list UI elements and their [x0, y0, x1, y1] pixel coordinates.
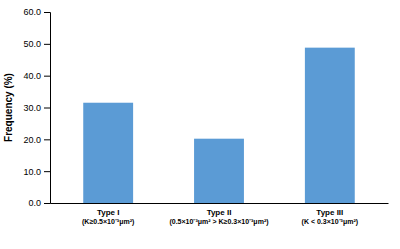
x-tick-label-line: Type III — [316, 208, 343, 217]
x-tick-label: Type II(0.5×10⁻³μm² > K≥0.3×10⁻³μm²) — [169, 208, 268, 226]
y-tick-label: 40.0 — [23, 71, 41, 81]
bar — [83, 103, 133, 203]
x-tick-label-line: Type II — [207, 208, 232, 217]
x-tick: Type I(K≥0.5×10⁻³μm²) — [82, 208, 134, 226]
y-tick-mark — [44, 76, 50, 77]
y-tick-label: 30.0 — [23, 103, 41, 113]
y-tick: 10.0 — [23, 167, 50, 177]
x-tick: Type II(0.5×10⁻³μm² > K≥0.3×10⁻³μm²) — [169, 208, 268, 226]
y-axis: 0.0 10.0 20.0 30.0 40.0 50.0 60.0 — [23, 7, 50, 208]
y-tick-label: 60.0 — [23, 7, 41, 17]
y-tick-mark — [44, 139, 50, 140]
y-tick-label: 50.0 — [23, 39, 41, 49]
x-tick-label-line: (K≥0.5×10⁻³μm²) — [82, 218, 134, 226]
y-tick-label: 10.0 — [23, 167, 41, 177]
bar — [305, 48, 355, 203]
y-tick-label: 20.0 — [23, 135, 41, 145]
y-tick: 60.0 — [23, 7, 50, 17]
plot: 0.0 10.0 20.0 30.0 40.0 50.0 60.0 Type I(K≥0.5×… — [23, 7, 388, 226]
y-axis-title: Frequency (%) — [3, 73, 14, 142]
x-tick-label-line: (K < 0.3×10⁻³μm²) — [302, 218, 358, 226]
y-tick: 50.0 — [23, 39, 50, 49]
y-tick: 40.0 — [23, 71, 50, 81]
y-tick-mark — [44, 12, 50, 13]
y-axis-line — [44, 13, 51, 204]
bar — [194, 139, 244, 203]
y-tick-mark — [44, 171, 50, 172]
x-tick-label-line: (0.5×10⁻³μm² > K≥0.3×10⁻³μm²) — [169, 218, 268, 226]
y-tick: 0.0 — [28, 198, 50, 208]
y-tick: 20.0 — [23, 135, 50, 145]
y-tick-label: 0.0 — [28, 198, 41, 208]
y-tick-mark — [44, 203, 50, 204]
x-tick-label-line: Type I — [97, 208, 120, 217]
x-tick: Type III(K < 0.3×10⁻³μm²) — [302, 208, 358, 226]
y-tick-mark — [44, 44, 50, 45]
x-axis-line — [51, 203, 389, 204]
chart: 0.0 10.0 20.0 30.0 40.0 50.0 60.0 Type I(K≥0.5×… — [0, 0, 400, 249]
x-tick-label: Type III(K < 0.3×10⁻³μm²) — [302, 208, 358, 226]
x-axis: Type I(K≥0.5×10⁻³μm²) Type II(0.5×10⁻³μm²… — [51, 204, 389, 227]
y-tick: 30.0 — [23, 103, 50, 113]
x-tick-label: Type I(K≥0.5×10⁻³μm²) — [82, 208, 134, 226]
bars — [83, 48, 355, 203]
y-tick-mark — [44, 108, 50, 109]
